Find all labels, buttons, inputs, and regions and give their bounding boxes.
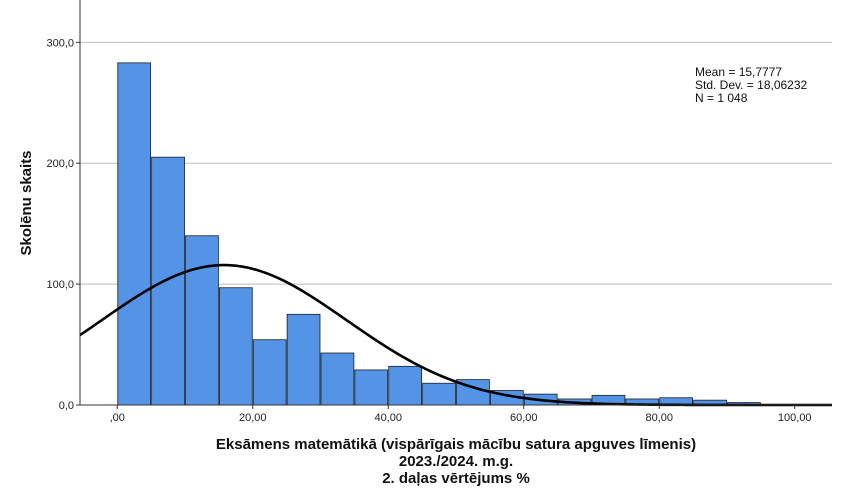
histogram-bar xyxy=(354,369,389,406)
x-axis-label-line-1: Eksāmens matemātikā (vispārīgais mācību … xyxy=(216,436,696,453)
y-tick-label: 100,0 xyxy=(46,279,74,291)
y-tick-label: 200,0 xyxy=(46,158,74,170)
histogram-bars xyxy=(117,62,761,406)
y-tick-label: 300,0 xyxy=(46,37,74,49)
tick-labels: 0,0 100,0 200,0 300,0 ,00 20,00 40,00 60,00 80,0… xyxy=(46,37,811,424)
histogram-bar xyxy=(388,365,423,406)
histogram-bar xyxy=(422,382,456,406)
histogram-bar xyxy=(252,339,287,406)
histogram-bar xyxy=(151,156,185,406)
y-axis-label: Skolēnu skaits xyxy=(18,150,35,255)
histogram-bar xyxy=(117,62,152,406)
histogram-bar xyxy=(320,352,355,406)
stat-n: N = 1 048 xyxy=(695,91,748,105)
x-tick-label: 100,00 xyxy=(778,412,812,424)
stat-mean: Mean = 15,7777 xyxy=(695,65,782,79)
axes xyxy=(76,0,832,409)
x-tick-label: 60,00 xyxy=(510,412,538,424)
x-axis-label-line-3: 2. daļas vērtējums % xyxy=(382,470,530,487)
x-tick-label: ,00 xyxy=(110,412,125,424)
x-tick-label: 40,00 xyxy=(374,412,402,424)
stat-std-dev: Std. Dev. = 18,06232 xyxy=(695,78,808,92)
x-tick-label: 20,00 xyxy=(239,412,267,424)
y-tick-label: 0,0 xyxy=(59,400,74,412)
x-axis-label-line-2: 2023./2024. m.g. xyxy=(399,453,513,470)
histogram-bar xyxy=(218,287,253,406)
x-tick-label: 80,00 xyxy=(645,412,673,424)
histogram-bar xyxy=(286,313,321,406)
histogram-bar xyxy=(185,235,219,406)
